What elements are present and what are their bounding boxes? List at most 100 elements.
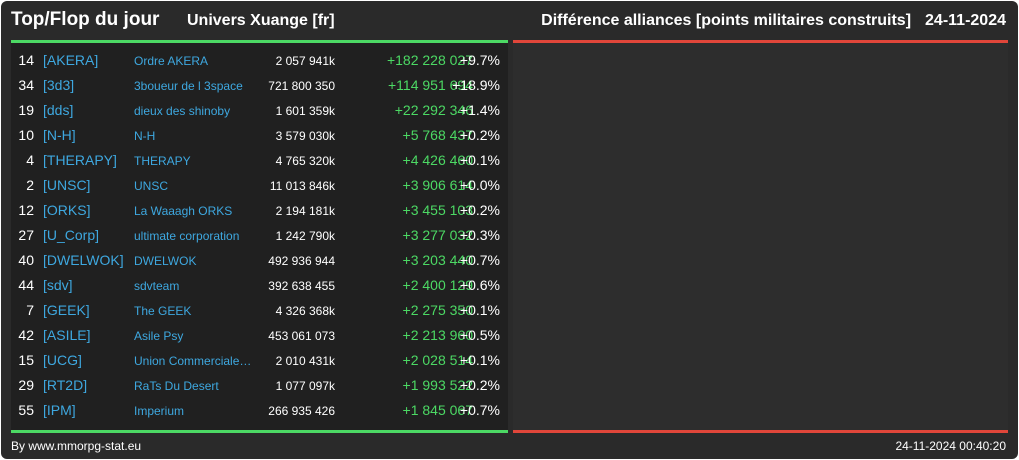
percent-cell: +0.2% (459, 377, 500, 393)
alliance-tag-link[interactable]: [UNSC] (43, 177, 91, 193)
points-cell: 453 061 073 (268, 329, 335, 343)
credit-link[interactable]: By www.mmorpg-stat.eu (11, 439, 142, 453)
alliance-name-link[interactable]: Union Commerciale… (134, 354, 252, 368)
alliance-name-link[interactable]: La Waaagh ORKS (134, 204, 233, 218)
difference-cell: +114 951 694 (388, 77, 473, 93)
alliance-tag-link[interactable]: [ORKS] (43, 202, 91, 218)
points-cell: 492 936 944 (268, 254, 335, 268)
rank-cell: 29 (18, 377, 34, 393)
alliance-name-link[interactable]: Ordre AKERA (134, 54, 209, 68)
points-cell: 11 013 846k (269, 179, 335, 193)
alliance-tag-link[interactable]: [N-H] (43, 127, 76, 143)
percent-cell: +9.7% (459, 52, 500, 68)
points-cell: 4 326 368k (275, 304, 335, 318)
alliance-tag-link[interactable]: [UCG] (43, 352, 82, 368)
table-row: 44 [sdv] sdvteam 392 638 455 +2 400 129 +0.6% (11, 273, 508, 298)
rank-cell: 12 (18, 202, 34, 218)
table-row: 4 [THERAPY] THERAPY 4 765 320k +4 426 460 +0.… (11, 148, 508, 173)
rank-cell: 55 (18, 402, 34, 418)
points-cell: 1 077 097k (275, 379, 335, 393)
alliance-tag-link[interactable]: [IPM] (43, 402, 76, 418)
percent-cell: +0.3% (459, 227, 500, 243)
alliance-name-link[interactable]: DWELWOK (134, 254, 197, 268)
percent-cell: +0.0% (459, 177, 500, 193)
rank-cell: 19 (18, 102, 34, 118)
rank-cell: 42 (18, 327, 34, 343)
difference-cell: +1 845 067 (402, 402, 473, 418)
universe-label: Univers Xuange [fr] (187, 12, 335, 29)
alliance-name-link[interactable]: Imperium (134, 404, 185, 418)
percent-cell: +0.5% (459, 327, 500, 343)
points-cell: 2 010 431k (275, 354, 335, 368)
table-row: 55 [IPM] Imperium 266 935 426 +1 845 067 +0.7… (11, 398, 508, 423)
alliance-tag-link[interactable]: [sdv] (43, 277, 73, 293)
header: Top/Flop du jour Univers Xuange [fr] Dif… (1, 1, 1018, 41)
percent-cell: +0.7% (459, 402, 500, 418)
table-row: 12 [ORKS] La Waaagh ORKS 2 194 181k +3 455 1… (11, 198, 508, 223)
timestamp: 24-11-2024 00:40:20 (895, 439, 1006, 453)
table-row: 14 [AKERA] Ordre AKERA 2 057 941k +182 228 0… (11, 48, 508, 73)
alliance-name-link[interactable]: Asile Psy (134, 329, 184, 343)
alliance-name-link[interactable]: The GEEK (134, 304, 192, 318)
alliance-tag-link[interactable]: [THERAPY] (43, 152, 117, 168)
difference-cell: +2 275 350 (402, 302, 473, 318)
rank-cell: 14 (18, 52, 34, 68)
flop-divider-red (513, 40, 1008, 43)
table-row: 29 [RT2D] RaTs Du Desert 1 077 097k +1 993 5… (11, 373, 508, 398)
percent-cell: +0.1% (459, 302, 500, 318)
percent-cell: +1.4% (459, 102, 500, 118)
table-row: 10 [N-H] N-H 3 579 030k +5 768 437 +0.2% (11, 123, 508, 148)
rank-cell: 15 (18, 352, 34, 368)
alliance-name-link[interactable]: UNSC (134, 179, 169, 193)
alliance-tag-link[interactable]: [AKERA] (43, 52, 99, 68)
rank-cell: 34 (18, 77, 34, 93)
rank-cell: 44 (18, 277, 34, 293)
flop-panel (513, 43, 1008, 430)
alliance-name-link[interactable]: dieux des shinoby (134, 104, 231, 118)
percent-cell: +0.2% (459, 202, 500, 218)
rank-cell: 7 (26, 302, 34, 318)
percent-cell: +0.6% (459, 277, 500, 293)
percent-cell: +0.2% (459, 127, 500, 143)
table-row: 27 [U_Corp] ultimate corporation 1 242 790k… (11, 223, 508, 248)
alliance-tag-link[interactable]: [ASILE] (43, 327, 91, 343)
alliance-tag-link[interactable]: [U_Corp] (43, 227, 100, 243)
rank-cell: 27 (18, 227, 34, 243)
points-cell: 266 935 426 (268, 404, 335, 418)
alliance-tag-link[interactable]: [GEEK] (43, 302, 90, 318)
alliance-name-link[interactable]: RaTs Du Desert (134, 379, 219, 393)
percent-cell: +0.1% (459, 352, 500, 368)
table-row: 40 [DWELWOK] DWELWOK 492 936 944 +3 203 440 +… (11, 248, 508, 273)
table-row: 15 [UCG] Union Commerciale… 2 010 431k +2 02… (11, 348, 508, 373)
difference-cell: +3 455 103 (402, 202, 473, 218)
points-cell: 2 194 181k (275, 204, 335, 218)
rank-cell: 2 (26, 177, 34, 193)
alliance-tag-link[interactable]: [DWELWOK] (43, 252, 124, 268)
subtitle: Différence alliances [points militaires … (541, 12, 1006, 30)
difference-cell: +2 213 960 (402, 327, 473, 343)
points-cell: 392 638 455 (268, 279, 335, 293)
table-row: 19 [dds] dieux des shinoby 1 601 359k +22 29… (11, 98, 508, 123)
percent-cell: +18.9% (452, 77, 500, 93)
alliance-name-link[interactable]: sdvteam (134, 279, 180, 293)
alliance-tag-link[interactable]: [dds] (43, 102, 74, 118)
top-divider-green (11, 40, 508, 43)
bottom-divider-green (11, 430, 508, 433)
difference-cell: +2 028 514 (402, 352, 473, 368)
alliance-name-link[interactable]: 3boueur de l 3space (134, 79, 243, 93)
points-cell: 3 579 030k (275, 129, 335, 143)
subtitle-text: Différence alliances [points militaires … (541, 12, 912, 29)
difference-cell: +2 400 129 (402, 277, 473, 293)
alliance-name-link[interactable]: N-H (134, 129, 156, 143)
alliance-name-link[interactable]: ultimate corporation (134, 229, 240, 243)
difference-cell: +3 906 614 (402, 177, 473, 193)
rank-cell: 10 (18, 127, 34, 143)
points-cell: 2 057 941k (275, 54, 335, 68)
difference-cell: +3 277 032 (402, 227, 473, 243)
difference-cell: +22 292 346 (394, 102, 473, 118)
alliance-name-link[interactable]: THERAPY (134, 154, 191, 168)
alliance-tag-link[interactable]: [RT2D] (43, 377, 88, 393)
page-title: Top/Flop du jour (11, 9, 160, 30)
alliance-tag-link[interactable]: [3d3] (43, 77, 75, 93)
difference-cell: +182 228 027 (386, 52, 473, 68)
